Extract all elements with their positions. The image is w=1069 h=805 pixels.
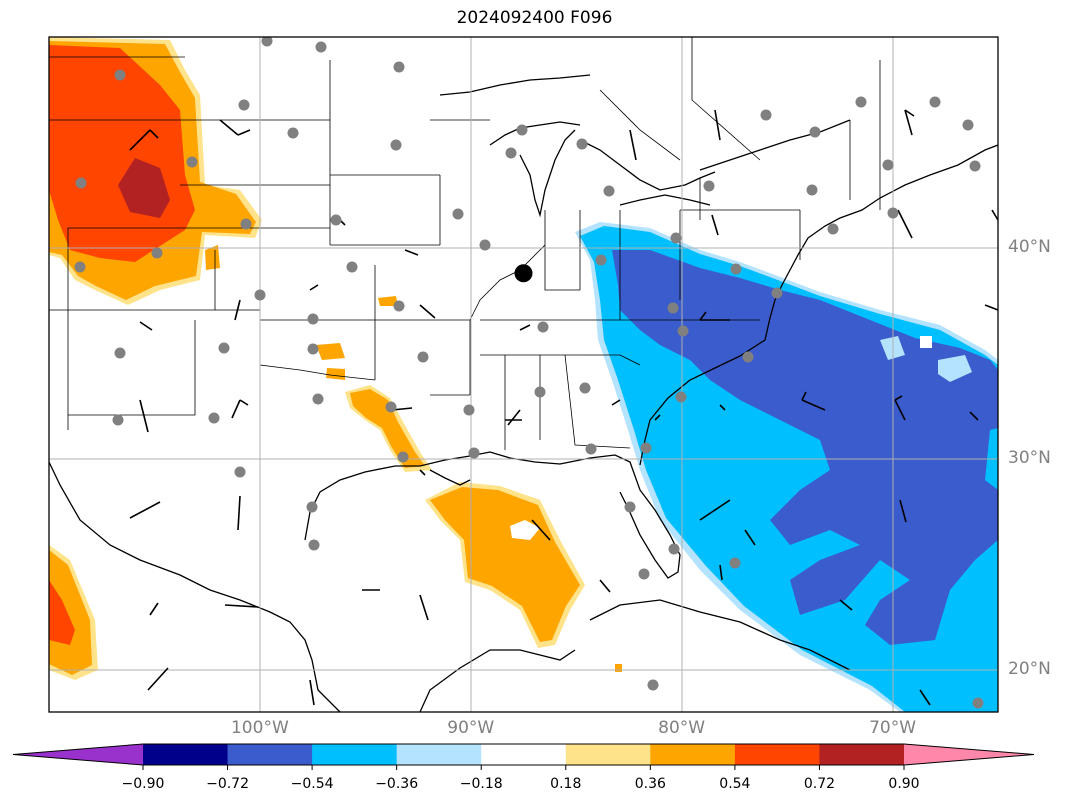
colorbar-tick-label: 0.72 — [803, 776, 836, 792]
longitude-label: 100°W — [230, 718, 289, 738]
colorbar-segment — [143, 744, 229, 765]
map-frame — [48, 36, 999, 713]
colorbar-tick-label: 0.90 — [888, 776, 920, 792]
state-boundaries — [49, 37, 881, 450]
highlight-point-marker — [514, 264, 533, 283]
wind-barbs — [129, 109, 998, 706]
colorbar-tick-label: −0.18 — [459, 776, 503, 792]
longitude-label: 90°W — [447, 718, 495, 738]
colorbar-segment — [650, 744, 736, 765]
colorbar-tick-label: −0.54 — [290, 776, 334, 792]
gridlines — [49, 37, 998, 712]
colorbar-tick-label: 0.54 — [719, 776, 751, 792]
colorbar-extend-low — [13, 744, 143, 765]
colorbar-tick-label: 0.18 — [550, 776, 582, 792]
colorbar-segment — [396, 744, 482, 765]
latitude-label: 40°N — [1008, 236, 1051, 257]
colorbar-segment — [481, 744, 567, 765]
positive-anomaly-gulf — [425, 482, 622, 672]
colorbar-tick-label: −0.72 — [206, 776, 249, 792]
colorbar-segment — [734, 744, 820, 765]
positive-anomaly-texas-coast — [316, 296, 432, 472]
latitude-label: 20°N — [1008, 658, 1051, 679]
longitude-label: 80°W — [658, 718, 706, 738]
positive-anomaly-mexico — [49, 545, 98, 680]
colorbar-segment — [227, 744, 313, 765]
colorbar-tick-label: −0.36 — [375, 776, 419, 792]
longitude-label: 70°W — [869, 718, 917, 738]
colorbar-tick-label: −0.90 — [121, 776, 165, 792]
colorbar-tick-label: 0.36 — [634, 776, 666, 792]
map-panel — [49, 37, 998, 712]
colorbar-segment — [312, 744, 398, 765]
colorbar-extend-high — [904, 744, 1034, 765]
colorbar — [12, 743, 1035, 770]
colorbar-segment — [819, 744, 905, 765]
positive-anomaly-southwest — [49, 37, 262, 305]
colorbar-segment — [565, 744, 651, 765]
chart-title: 2024092400 F096 — [456, 8, 613, 28]
latitude-label: 30°N — [1008, 447, 1051, 468]
station-markers — [74, 37, 984, 709]
